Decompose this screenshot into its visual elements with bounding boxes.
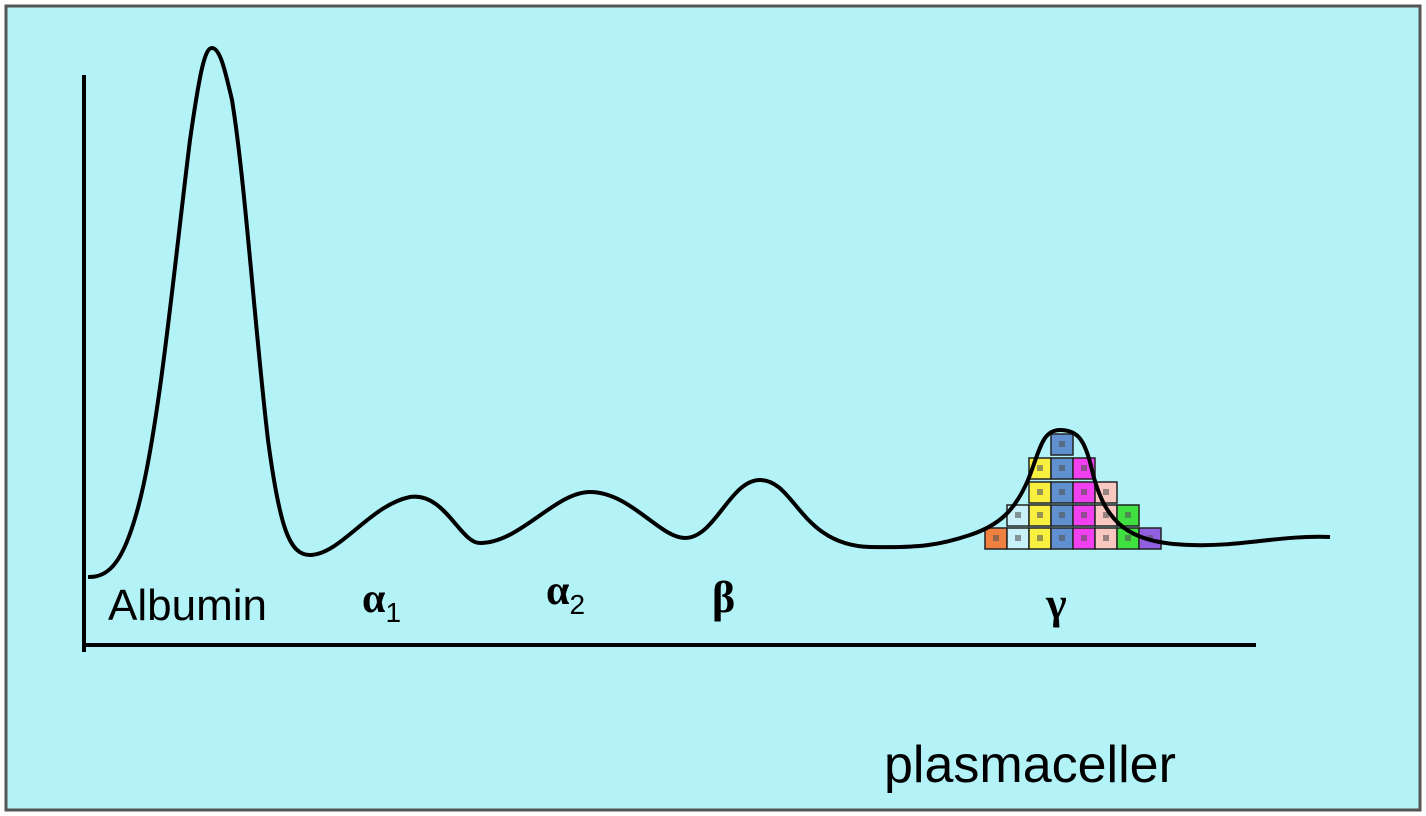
cell-nucleus	[1103, 489, 1109, 495]
alpha2-subscript: 2	[569, 589, 585, 620]
cell-nucleus	[1059, 512, 1065, 518]
alpha2-symbol: α	[546, 568, 570, 614]
alpha1-label: α1	[362, 576, 401, 628]
cell-nucleus	[1125, 535, 1131, 541]
cell-nucleus	[1103, 535, 1109, 541]
cell-nucleus	[1037, 535, 1043, 541]
cell-nucleus	[1015, 535, 1021, 541]
cell-nucleus	[1059, 489, 1065, 495]
electrophoresis-curve	[87, 45, 1331, 580]
cell-nucleus	[1081, 535, 1087, 541]
beta-label: β	[712, 573, 735, 622]
cell-nucleus	[1081, 512, 1087, 518]
cell-nucleus	[1059, 441, 1065, 447]
background	[4, 4, 1422, 812]
gamma-label: γ	[1045, 579, 1067, 628]
cell-nucleus	[1103, 512, 1109, 518]
alpha2-label: α2	[546, 568, 585, 620]
cell-nucleus	[1015, 512, 1021, 518]
albumin-label: Albumin	[108, 581, 267, 630]
alpha1-subscript: 1	[385, 597, 401, 628]
cell-nucleus	[1081, 489, 1087, 495]
caption: plasmaceller	[884, 736, 1176, 794]
cell-nucleus	[993, 535, 999, 541]
alpha1-symbol: α	[362, 576, 386, 622]
cell-nucleus	[1125, 512, 1131, 518]
cell-nucleus	[1059, 535, 1065, 541]
cell-nucleus	[1081, 465, 1087, 471]
cell-nucleus	[1037, 512, 1043, 518]
cell-nucleus	[1037, 465, 1043, 471]
cell-nucleus	[1037, 489, 1043, 495]
cell-nucleus	[1059, 465, 1065, 471]
